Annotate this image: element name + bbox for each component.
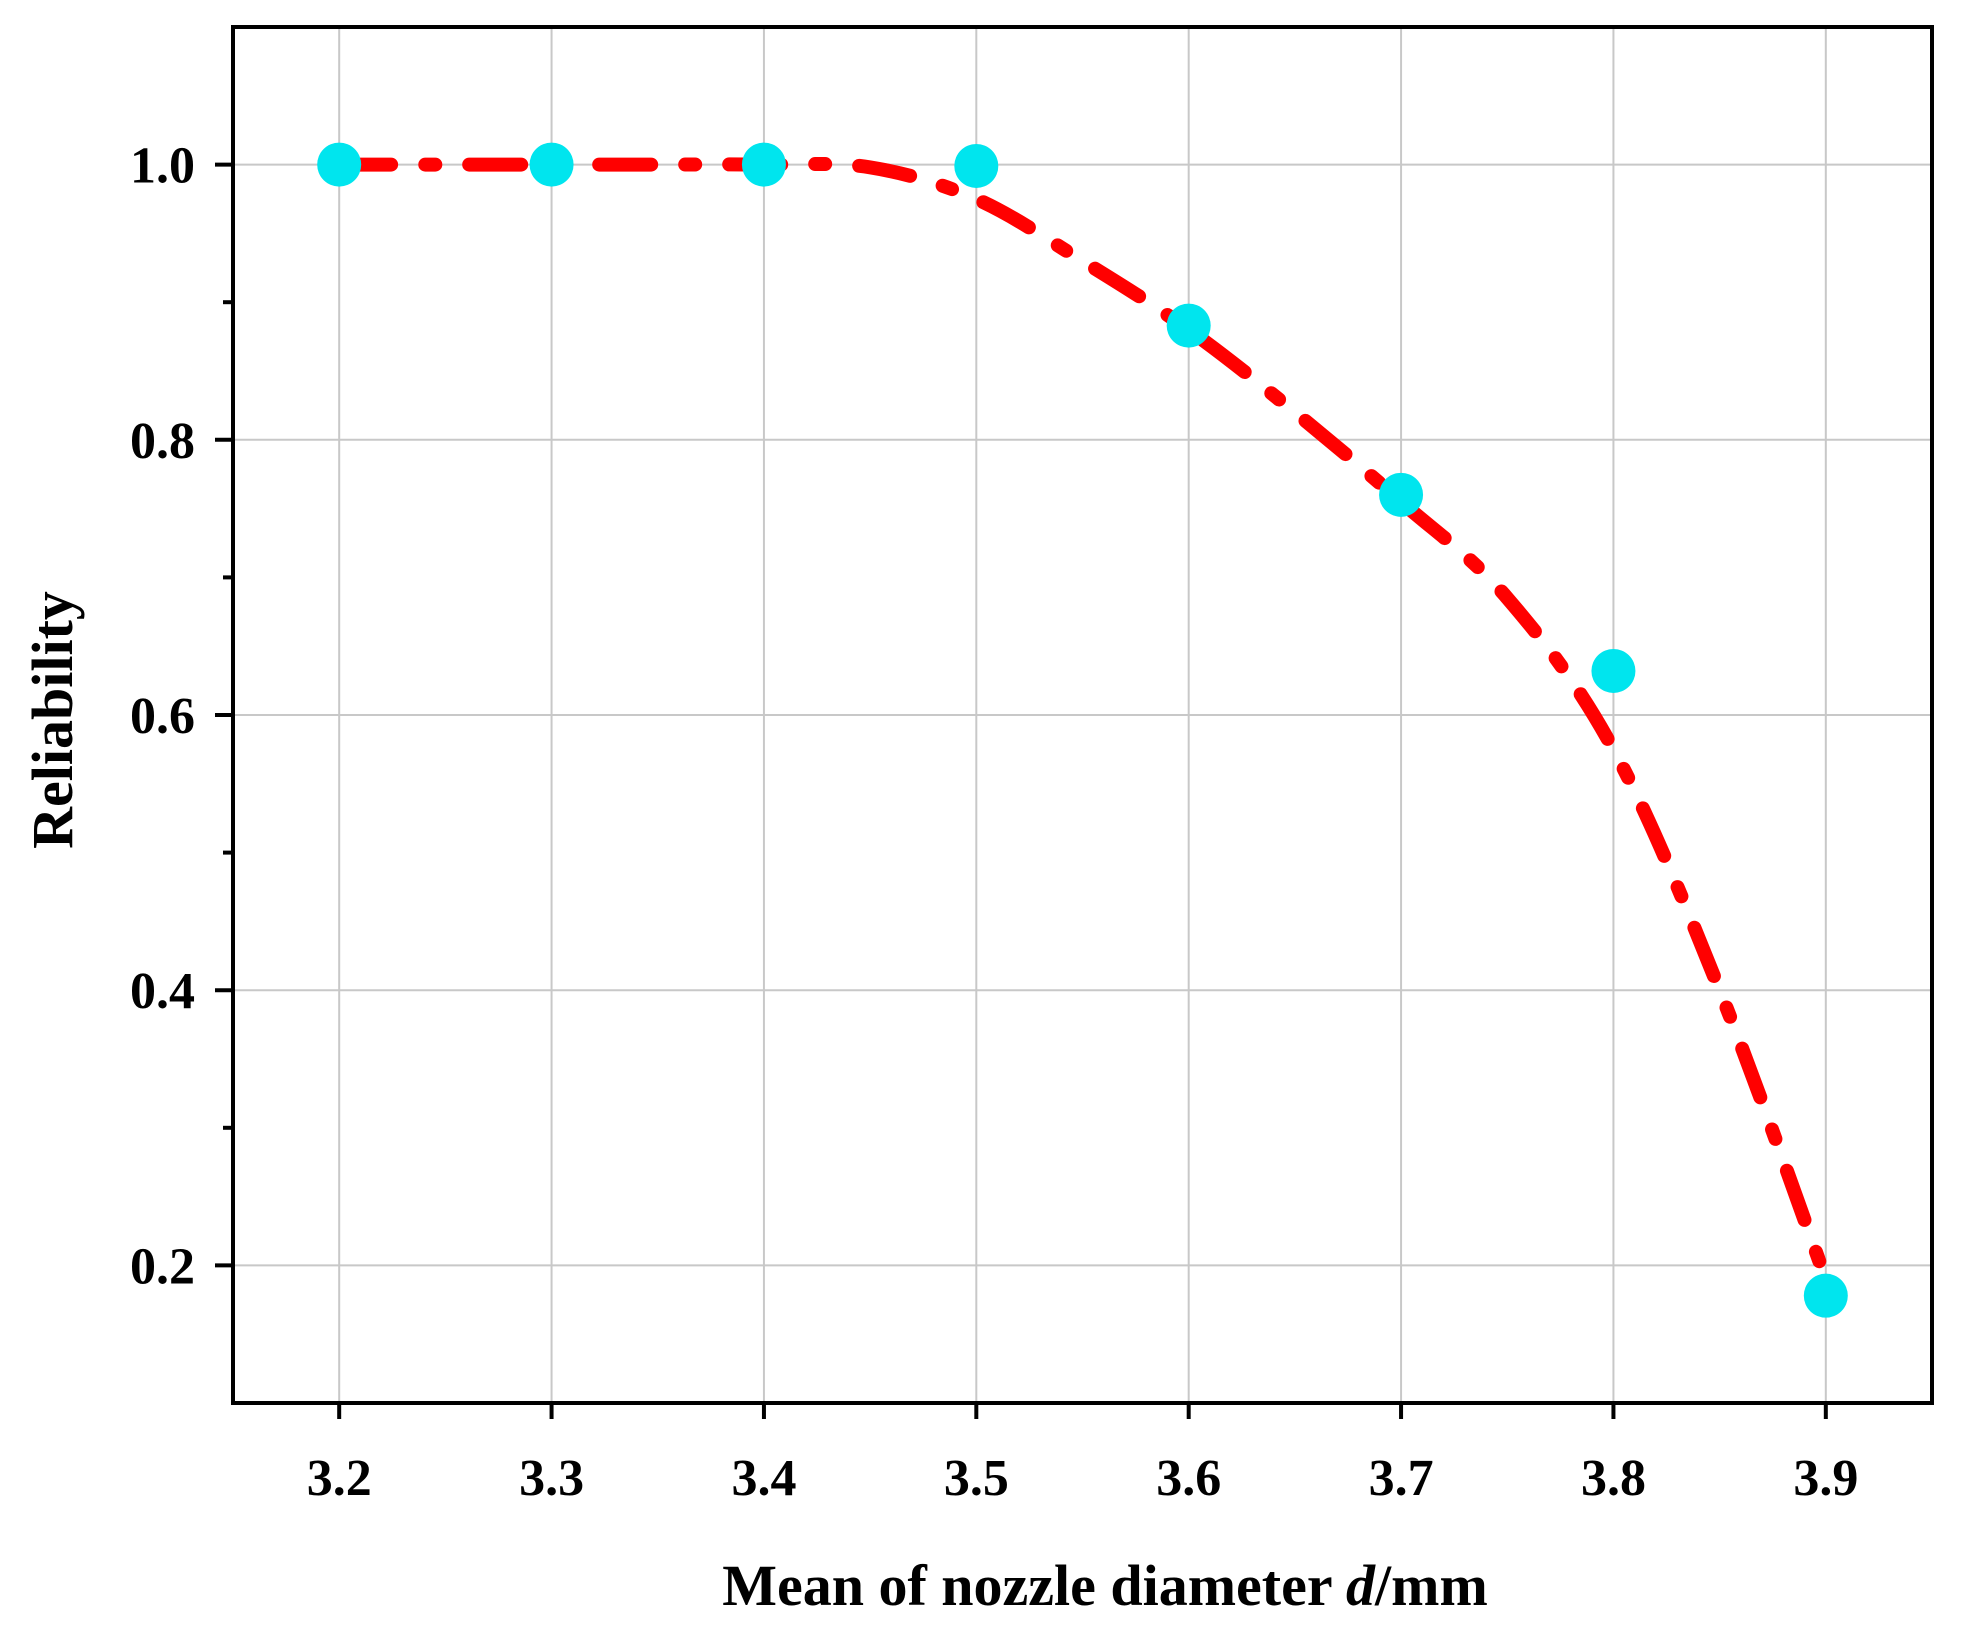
x-tick-label: 3.9 (1793, 1450, 1858, 1507)
data-point (1166, 303, 1211, 348)
x-tick-label: 3.7 (1369, 1450, 1434, 1507)
x-axis-title: Mean of nozzle diameter d/mm (722, 1553, 1488, 1618)
data-point (1379, 472, 1424, 517)
x-tick-label: 3.2 (307, 1450, 372, 1507)
axis-tick-labels: 3.2 3.3 3.4 3.5 3.6 3.7 3.8 3.9 0.2 0.4 0.6 0.8 1.0 (130, 138, 1858, 1507)
x-axis-title-main: Mean of nozzle diameter (722, 1553, 1346, 1618)
y-axis-title: Reliability (20, 591, 85, 849)
data-point (1803, 1273, 1848, 1318)
plot-series (317, 142, 1848, 1318)
data-point (317, 142, 362, 187)
y-tick-label: 0.8 (130, 413, 195, 470)
x-tick-label: 3.4 (731, 1450, 796, 1507)
fit-curve-line (332, 156, 1833, 1287)
y-tick-label: 1.0 (130, 138, 195, 195)
x-tick-label: 3.8 (1581, 1450, 1646, 1507)
grid-lines (233, 27, 1932, 1403)
axis-ticks (215, 162, 1828, 1419)
data-point (1591, 648, 1636, 693)
y-tick-label: 0.2 (130, 1238, 195, 1295)
data-point (529, 142, 574, 187)
x-axis-title-variable: d (1346, 1553, 1376, 1618)
x-tick-label: 3.6 (1156, 1450, 1221, 1507)
data-point (741, 142, 786, 187)
y-tick-label: 0.4 (130, 963, 195, 1020)
x-axis-title-unit: /mm (1374, 1553, 1488, 1618)
x-tick-label: 3.5 (944, 1450, 1009, 1507)
y-tick-label: 0.6 (130, 688, 195, 745)
data-point (954, 143, 999, 188)
x-tick-label: 3.3 (519, 1450, 584, 1507)
